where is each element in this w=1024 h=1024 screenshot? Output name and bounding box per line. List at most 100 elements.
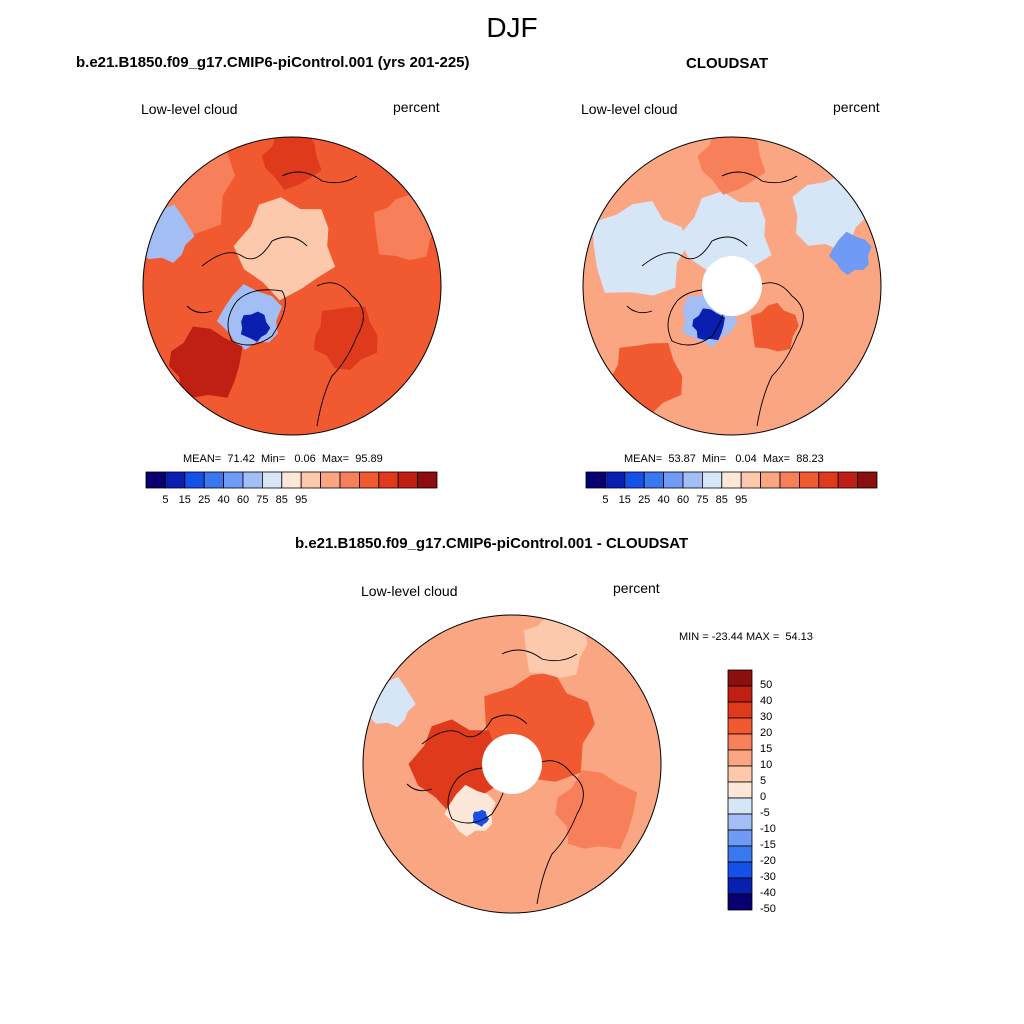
colorbar-tick-label: -15 [760,839,776,851]
colorbar-tick-label: 5 [760,775,767,787]
panel2-colorbar-ticks: 5 15 25 40 60 75 85 95 [586,494,877,508]
colorbar-tick-label: -5 [760,807,770,819]
panel2-max-label: Max= [762,453,791,465]
panel1-units-label: percent [393,99,440,115]
colorbar-swatch [727,877,753,895]
panel2-title: CLOUDSAT [686,55,769,72]
colorbar-tick-label: 60 [236,494,250,506]
contour-fill-region [750,302,799,352]
colorbar-tick-label: 5 [602,494,609,506]
colorbar-tick-label: 40 [760,695,773,707]
polar-data-gap [702,256,762,316]
colorbar-swatch [145,471,166,489]
colorbar-tick-label: 15 [760,743,773,755]
colorbar-swatch [727,669,753,687]
colorbar-swatch [727,861,753,879]
colorbar-swatch [779,471,800,489]
colorbar-swatch [798,471,820,489]
colorbar-tick-label: -50 [760,903,776,915]
coastline [406,783,433,792]
colorbar-swatch [281,471,302,489]
contour-fill-region [555,770,637,850]
contour-fill-region [233,197,336,301]
coastline [641,236,748,267]
contour-fill-region [168,326,243,398]
colorbar-swatch [397,471,418,489]
coastline [281,171,358,184]
colorbar-swatch [378,471,399,489]
colorbar-tick-label: 75 [256,494,269,506]
panel2-min-label: Min= [702,453,727,465]
colorbar-swatch [727,765,753,783]
coastline [626,305,653,314]
coastline [201,236,308,267]
colorbar-swatch [727,685,753,703]
panel1-max-label: Max= [321,453,350,465]
colorbar-tick-label: 40 [657,494,670,506]
colorbar-swatch [320,471,341,489]
colorbar-swatch [682,471,703,489]
colorbar-swatch [184,471,205,489]
colorbar-swatch [727,701,753,719]
colorbar-tick-label: 20 [760,727,773,739]
coastline [316,282,364,427]
panel3-variable-label: Low-level cloud [361,583,458,599]
colorbar-swatch [727,893,753,911]
contour-fill-region [240,311,271,342]
colorbar-swatch [727,717,753,735]
contour-fill-region [792,175,868,251]
colorbar-swatch [604,471,626,489]
colorbar-swatch [727,845,753,863]
panel3-units-label: percent [613,580,660,596]
colorbar-swatch [262,471,283,489]
panel2-stats: MEAN= 53.87 Min= 0.04 Max= 88.23 [624,453,824,465]
colorbar-swatch [164,471,186,489]
colorbar-swatch [727,781,753,799]
colorbar-tick-label: 15 [618,494,631,506]
colorbar-tick-label: 15 [178,494,191,506]
colorbar-tick-label: -40 [760,887,776,899]
panel2-mean-value: 53.87 [668,453,696,465]
colorbar-swatch [339,471,360,489]
contour-fill-region [472,809,490,827]
colorbar-tick-label: 85 [275,494,288,506]
colorbar-tick-label: 30 [760,711,773,723]
colorbar-swatch [242,471,263,489]
contour-fill-region [828,231,872,275]
map-border [142,136,442,436]
colorbar-swatch [663,471,684,489]
panel2-min-value: 0.04 [735,453,757,465]
contour-fill-region [692,308,725,341]
colorbar-swatch [760,471,781,489]
colorbar-tick-label: 50 [760,679,773,691]
panel1-colorbar [145,471,438,489]
colorbar-swatch [837,471,858,489]
polar-data-gap [482,734,542,794]
colorbar-swatch [721,471,742,489]
colorbar-tick-label: 75 [696,494,709,506]
colorbar-tick-label: 85 [715,494,728,506]
panel1-min-value: 0.06 [294,453,316,465]
colorbar-swatch [740,471,761,489]
colorbar-swatch [417,471,438,489]
contour-fill-region [313,306,378,371]
colorbar-tick-label: 95 [735,494,748,506]
colorbar-swatch [727,797,753,815]
figure-title: DJF [486,12,538,43]
colorbar-tick-label: -30 [760,871,776,883]
coastline [536,760,584,905]
colorbar-swatch [223,471,244,489]
contour-fill-region [592,201,688,296]
panel1-variable-label: Low-level cloud [141,101,238,117]
colorbar-swatch [624,471,645,489]
colorbar-tick-label: 60 [676,494,690,506]
panel2-colorbar [585,471,878,489]
panel1-mean-label: MEAN= [183,453,222,465]
coastline [721,171,798,184]
coastline [421,714,528,745]
coastline [227,289,286,346]
coastline [501,649,578,662]
colorbar-swatch [702,471,723,489]
map-border [362,614,662,914]
panel2-polar-map [582,136,882,436]
